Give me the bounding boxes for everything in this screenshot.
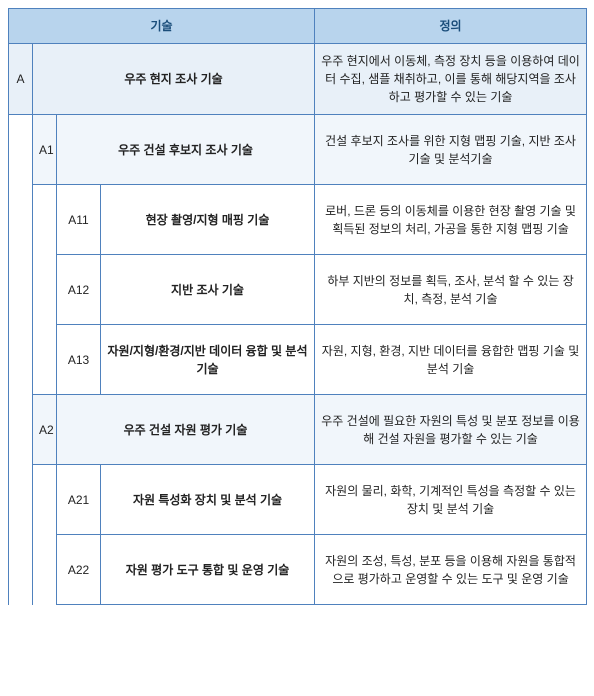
indent-spacer: [9, 535, 33, 605]
table-row: A21자원 특성화 장치 및 분석 기술자원의 물리, 화학, 기계적인 특성을…: [9, 465, 587, 535]
table-header-row: 기술 정의: [9, 9, 587, 44]
row-tech: 지반 조사 기술: [101, 255, 315, 325]
row-def: 하부 지반의 정보를 획득, 조사, 분석 할 수 있는 장치, 측정, 분석 …: [315, 255, 587, 325]
header-tech: 기술: [9, 9, 315, 44]
row-tech: 현장 촬영/지형 매핑 기술: [101, 185, 315, 255]
table-row: A우주 현지 조사 기술우주 현지에서 이동체, 측정 장치 등을 이용하여 데…: [9, 44, 587, 115]
row-def: 자원의 조성, 특성, 분포 등을 이용해 자원을 통합적으로 평가하고 운영할…: [315, 535, 587, 605]
table-row: A1우주 건설 후보지 조사 기술건설 후보지 조사를 위한 지형 맵핑 기술,…: [9, 115, 587, 185]
indent-spacer: [9, 395, 33, 465]
tech-definition-table: 기술 정의 A우주 현지 조사 기술우주 현지에서 이동체, 측정 장치 등을 …: [8, 8, 587, 605]
indent-spacer: [9, 465, 33, 535]
row-def: 우주 현지에서 이동체, 측정 장치 등을 이용하여 데이터 수집, 샘플 채취…: [315, 44, 587, 115]
row-code: A1: [33, 115, 57, 185]
row-def: 자원의 물리, 화학, 기계적인 특성을 측정할 수 있는 장치 및 분석 기술: [315, 465, 587, 535]
row-tech: 자원 특성화 장치 및 분석 기술: [101, 465, 315, 535]
indent-spacer: [33, 325, 57, 395]
indent-spacer: [33, 255, 57, 325]
row-tech: 자원/지형/환경/지반 데이터 융합 및 분석 기술: [101, 325, 315, 395]
row-tech: 우주 현지 조사 기술: [33, 44, 315, 115]
row-code: A13: [57, 325, 101, 395]
row-code: A: [9, 44, 33, 115]
row-tech: 우주 건설 자원 평가 기술: [57, 395, 315, 465]
row-tech: 우주 건설 후보지 조사 기술: [57, 115, 315, 185]
row-code: A22: [57, 535, 101, 605]
row-def: 우주 건설에 필요한 자원의 특성 및 분포 정보를 이용해 건설 자원을 평가…: [315, 395, 587, 465]
table-row: A13자원/지형/환경/지반 데이터 융합 및 분석 기술자원, 지형, 환경,…: [9, 325, 587, 395]
indent-spacer: [33, 465, 57, 535]
table-row: A11현장 촬영/지형 매핑 기술로버, 드론 등의 이동체를 이용한 현장 촬…: [9, 185, 587, 255]
row-code: A12: [57, 255, 101, 325]
indent-spacer: [9, 325, 33, 395]
row-def: 로버, 드론 등의 이동체를 이용한 현장 촬영 기술 및 획득된 정보의 처리…: [315, 185, 587, 255]
indent-spacer: [9, 185, 33, 255]
header-def: 정의: [315, 9, 587, 44]
table-row: A12지반 조사 기술하부 지반의 정보를 획득, 조사, 분석 할 수 있는 …: [9, 255, 587, 325]
row-def: 자원, 지형, 환경, 지반 데이터를 융합한 맵핑 기술 및 분석 기술: [315, 325, 587, 395]
row-code: A2: [33, 395, 57, 465]
indent-spacer: [9, 115, 33, 185]
indent-spacer: [33, 185, 57, 255]
table-row: A2우주 건설 자원 평가 기술우주 건설에 필요한 자원의 특성 및 분포 정…: [9, 395, 587, 465]
row-code: A11: [57, 185, 101, 255]
row-def: 건설 후보지 조사를 위한 지형 맵핑 기술, 지반 조사 기술 및 분석기술: [315, 115, 587, 185]
row-tech: 자원 평가 도구 통합 및 운영 기술: [101, 535, 315, 605]
table-row: A22자원 평가 도구 통합 및 운영 기술자원의 조성, 특성, 분포 등을 …: [9, 535, 587, 605]
indent-spacer: [33, 535, 57, 605]
indent-spacer: [9, 255, 33, 325]
row-code: A21: [57, 465, 101, 535]
